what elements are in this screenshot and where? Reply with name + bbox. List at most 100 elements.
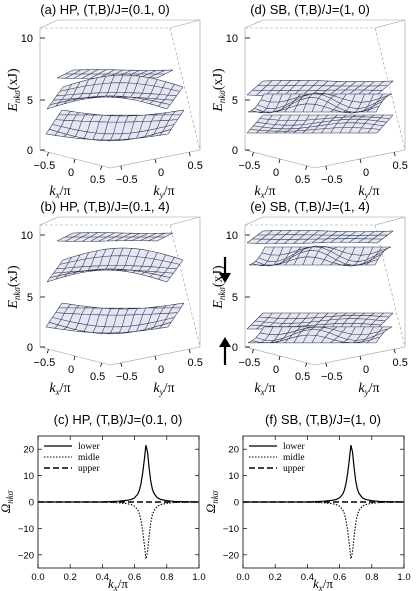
z-tick-label: 0 xyxy=(232,342,238,354)
x-tick-label: −0.5 xyxy=(34,357,56,369)
y-tick-label: 0 xyxy=(363,364,369,376)
y-tick-label: 0 xyxy=(29,498,34,509)
x-tick-label: 0 xyxy=(273,364,279,376)
x-tick-label: 0.4 xyxy=(301,572,314,583)
x-tick-label: 0.0 xyxy=(236,572,249,583)
x-tick-label: 0.0 xyxy=(31,572,44,583)
x-axis-label: kx/π xyxy=(313,576,333,591)
spin-up-arrow-head xyxy=(219,337,231,347)
x-tick-mark xyxy=(305,165,307,170)
y-tick-label: −10 xyxy=(223,524,239,535)
y-tick-label: 0.5 xyxy=(393,160,408,172)
axis-box-edge xyxy=(374,216,406,226)
x-tick-label: 0.2 xyxy=(64,572,77,583)
y-tick-mark xyxy=(188,349,191,354)
panel-title: (f) SB, (T,B)/J=(1, 0) xyxy=(265,412,381,427)
surface-fill xyxy=(46,110,184,140)
legend-label: lower xyxy=(78,442,100,452)
surface-mesh xyxy=(248,245,392,267)
surface-fill xyxy=(47,75,183,109)
y-axis-label: ky/π xyxy=(153,184,174,200)
axis-box-edge xyxy=(39,216,59,226)
y-tick-mark xyxy=(393,152,396,157)
surface-mesh xyxy=(56,232,174,242)
y-tick-label: 0.5 xyxy=(188,357,203,369)
axis-box-edge xyxy=(374,27,406,151)
panel-title: (c) HP, (T,B)/J=(0.1, 0) xyxy=(54,412,183,427)
x-tick-label: 0.8 xyxy=(365,572,378,583)
surface-fill xyxy=(249,247,391,265)
y-tick-label: −0.5 xyxy=(116,371,138,383)
z-tick-label: 5 xyxy=(232,95,238,107)
z-tick-label: 0 xyxy=(27,145,33,157)
y-tick-label: −0.5 xyxy=(321,371,343,383)
panel-title: (e) SB, (T,B)/J=(1, 4) xyxy=(250,199,370,214)
x-tick-label: 0.5 xyxy=(90,371,105,383)
x-axis-label: kx/π xyxy=(254,184,275,200)
x-tick-mark xyxy=(100,362,102,367)
y-tick-mark xyxy=(325,362,328,367)
y-axis-label: Ωnkσ xyxy=(203,490,220,513)
panel-b: (b) HP, (T,B)/J=(0.1, 4) 0 5 10 Enkσ(xJ) −0.5… xyxy=(6,199,203,397)
z-tick-label: 5 xyxy=(232,292,238,304)
x-tick-mark xyxy=(252,152,254,157)
panel-title: (d) SB, (T,B)/J=(1, 0) xyxy=(250,2,370,17)
surface-mesh xyxy=(45,302,185,335)
x-tick-label: 0.5 xyxy=(295,174,310,186)
surface-mesh xyxy=(46,247,184,283)
axis-box-edge xyxy=(169,27,201,151)
surface-mesh xyxy=(46,74,184,110)
x-tick-label: 1.0 xyxy=(397,572,410,583)
z-tick-label: 0 xyxy=(232,145,238,157)
series-line-lower xyxy=(38,445,200,503)
y-tick-label: 0.5 xyxy=(188,160,203,172)
x-tick-mark xyxy=(100,165,102,170)
y-tick-label: −10 xyxy=(18,524,34,535)
x-tick-label: −0.5 xyxy=(239,160,261,172)
surface-mesh xyxy=(247,326,393,344)
z-axis-label: Enkσ(xJ) xyxy=(211,68,227,113)
z-tick-label: 10 xyxy=(226,33,238,45)
y-tick-label: −20 xyxy=(18,550,34,561)
x-tick-label: −0.5 xyxy=(34,160,56,172)
y-tick-label: 20 xyxy=(228,445,239,456)
axis-box-edge xyxy=(169,19,201,29)
x-tick-label: 0.4 xyxy=(96,572,109,583)
x-tick-label: 0.6 xyxy=(128,572,141,583)
axis-box-edge xyxy=(374,224,406,348)
y-tick-mark xyxy=(120,165,123,170)
y-tick-label: 20 xyxy=(23,445,34,456)
surface-fill xyxy=(46,303,184,333)
y-tick-mark xyxy=(154,355,157,361)
x-tick-mark xyxy=(47,349,49,354)
y-tick-label: 0 xyxy=(158,364,164,376)
x-tick-mark xyxy=(73,355,76,361)
surface-mesh xyxy=(246,230,394,244)
x-tick-label: 0.6 xyxy=(333,572,346,583)
x-tick-label: 0 xyxy=(68,364,74,376)
x-tick-label: 0 xyxy=(68,167,74,179)
y-tick-mark xyxy=(154,158,157,164)
legend-label: midle xyxy=(78,453,100,463)
x-tick-label: 0.5 xyxy=(90,174,105,186)
axis-box-edge xyxy=(244,19,264,29)
panel-f: (f) SB, (T,B)/J=(1, 0) −20 −10 0 10 20 0.0 0.2 0… xyxy=(203,412,411,591)
spin-down-arrow-head xyxy=(219,273,231,283)
y-tick-mark xyxy=(188,152,191,157)
z-tick-label: 5 xyxy=(27,95,33,107)
z-tick-label: 5 xyxy=(27,292,33,304)
x-tick-mark xyxy=(305,362,307,367)
legend-label: midle xyxy=(283,453,305,463)
axis-box-edge xyxy=(244,216,264,226)
surface-fill xyxy=(47,248,183,282)
legend-label: upper xyxy=(78,464,100,474)
surface-fill xyxy=(248,94,392,112)
series-line-midle xyxy=(38,501,200,559)
surface-fill xyxy=(248,326,392,343)
x-tick-mark xyxy=(252,349,254,354)
axis-box-edge xyxy=(169,224,201,348)
surface-mesh xyxy=(45,109,185,142)
y-tick-mark xyxy=(393,349,396,354)
y-tick-label: −0.5 xyxy=(321,174,343,186)
